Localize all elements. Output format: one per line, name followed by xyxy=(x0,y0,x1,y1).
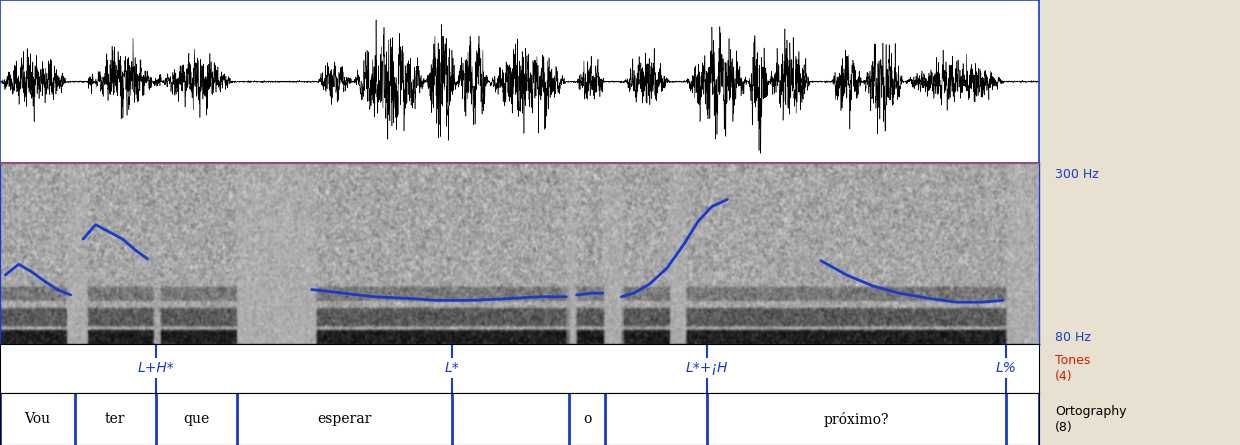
Text: L*+¡H: L*+¡H xyxy=(686,361,728,376)
Text: esperar: esperar xyxy=(317,412,372,426)
Text: Ortography
(8): Ortography (8) xyxy=(1055,405,1127,433)
Text: Vou: Vou xyxy=(25,412,51,426)
Text: o: o xyxy=(583,412,591,426)
Text: ter: ter xyxy=(105,412,125,426)
Text: L*: L* xyxy=(445,361,459,376)
Text: L%: L% xyxy=(996,361,1017,376)
Text: L+H*: L+H* xyxy=(138,361,175,376)
Text: que: que xyxy=(184,412,210,426)
Text: Tones
(4): Tones (4) xyxy=(1055,354,1090,383)
Text: 300 Hz: 300 Hz xyxy=(1055,168,1099,181)
Text: próximo?: próximo? xyxy=(823,412,889,427)
Text: 80 Hz: 80 Hz xyxy=(1055,331,1091,344)
